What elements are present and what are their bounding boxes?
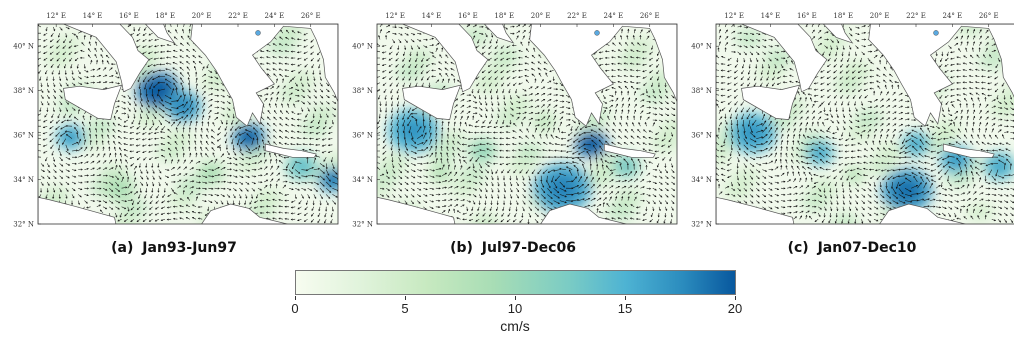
lon-tick-label: 16° E: [119, 12, 139, 20]
land-polygon: [38, 24, 150, 93]
panel-caption-a: (a) Jan93-Jun97: [24, 240, 324, 256]
colorbar-tick: [735, 296, 736, 300]
land-polygon: [942, 143, 995, 158]
map-frame: [37, 23, 339, 225]
land-polygon: [38, 196, 288, 224]
lon-tick-label: 18° E: [155, 12, 175, 20]
lon-tick-label: 22° E: [228, 12, 248, 20]
lon-tick-label: 24° E: [264, 12, 284, 20]
land-masses: [38, 24, 338, 224]
current-field: [38, 24, 338, 224]
lat-tick-label: 36° N: [352, 132, 373, 140]
lon-tick-label: 14° E: [83, 12, 103, 20]
lat-tick-label: 40° N: [352, 43, 373, 51]
colorbar-tick-label: 10: [507, 301, 523, 316]
lon-tick-label: 22° E: [567, 12, 587, 20]
current-map-a: 12° E 14° E 16° E 18° E 20° E 22° E 24° E 26° E…: [13, 12, 339, 229]
map-panel-c: 12° E 14° E 16° E 18° E 20° E 22° E 24° E 26° E…: [682, 0, 1014, 268]
colorbar-tick-label: 5: [401, 301, 409, 316]
colorbar-tick-label: 0: [291, 301, 299, 316]
lon-tick-label: 12° E: [46, 12, 66, 20]
lat-tick-label: 36° N: [691, 132, 712, 140]
lon-tick-label: 16° E: [458, 12, 478, 20]
lon-tick-label: 20° E: [531, 12, 551, 20]
lat-tick-label: 38° N: [691, 87, 712, 95]
lat-tick-label: 40° N: [13, 43, 34, 51]
lat-tick-label: 32° N: [691, 221, 712, 229]
lake-marker: [255, 30, 261, 36]
map-panel-a: 12° E 14° E 16° E 18° E 20° E 22° E 24° E 26° E…: [4, 0, 340, 268]
lat-tick-label: 32° N: [352, 221, 373, 229]
land-polygon: [377, 24, 489, 93]
colorbar-gradient: [295, 270, 736, 295]
panel-caption-c: (c) Jan07-Dec10: [702, 240, 1002, 256]
panel-letter-b: (b): [450, 240, 473, 256]
land-polygon: [144, 24, 176, 44]
panel-period-a: Jan93-Jun97: [142, 240, 237, 256]
lon-tick-label: 12° E: [385, 12, 405, 20]
lat-tick-label: 34° N: [352, 176, 373, 184]
lake-marker: [594, 30, 600, 36]
colorbar-tick: [295, 296, 296, 300]
lon-tick-label: 24° E: [603, 12, 623, 20]
panel-caption-b: (b) Jul97-Dec06: [363, 240, 663, 256]
lon-tick-label: 18° E: [833, 12, 853, 20]
lat-tick-label: 38° N: [352, 87, 373, 95]
land-polygon: [603, 143, 656, 158]
lon-tick-label: 26° E: [640, 12, 660, 20]
lon-tick-label: 16° E: [797, 12, 817, 20]
land-polygon: [483, 24, 515, 44]
lon-tick-label: 20° E: [870, 12, 890, 20]
lon-tick-label: 26° E: [301, 12, 321, 20]
lat-tick-label: 32° N: [13, 221, 34, 229]
colorbar-unit: cm/s: [500, 318, 530, 334]
land-masses: [716, 24, 1014, 224]
colorbar-tick: [405, 296, 406, 300]
lon-tick-label: 14° E: [422, 12, 442, 20]
land-polygon: [822, 24, 854, 44]
land-polygon: [190, 24, 338, 127]
colorbar-tick: [515, 296, 516, 300]
land-polygon: [741, 84, 801, 120]
land-masses: [377, 24, 677, 224]
land-polygon: [377, 196, 627, 224]
lon-tick-label: 22° E: [906, 12, 926, 20]
lake-marker: [933, 30, 939, 36]
colorbar-tick: [625, 296, 626, 300]
land-polygon: [402, 84, 462, 120]
map-frame: [715, 23, 1014, 225]
lat-tick-label: 36° N: [13, 132, 34, 140]
current-map-b: 12° E 14° E 16° E 18° E 20° E 22° E 24° E 26° E…: [352, 12, 678, 229]
land-polygon: [716, 24, 828, 93]
current-field: [716, 24, 1014, 224]
panel-period-b: Jul97-Dec06: [481, 240, 576, 256]
panel-letter-a: (a): [111, 240, 134, 256]
lat-tick-label: 34° N: [13, 176, 34, 184]
panel-letter-c: (c): [787, 240, 809, 256]
land-polygon: [264, 143, 317, 158]
velocity-arrows: [716, 24, 1014, 224]
lat-tick-label: 38° N: [13, 87, 34, 95]
land-polygon: [868, 24, 1014, 127]
lon-tick-label: 14° E: [761, 12, 781, 20]
current-map-c: 12° E 14° E 16° E 18° E 20° E 22° E 24° E 26° E…: [691, 12, 1014, 229]
lat-tick-label: 34° N: [691, 176, 712, 184]
lon-tick-label: 26° E: [979, 12, 999, 20]
land-polygon: [529, 24, 677, 127]
lon-tick-label: 24° E: [942, 12, 962, 20]
colorbar-tick-label: 20: [727, 301, 743, 316]
map-frame: [376, 23, 678, 225]
lon-tick-label: 20° E: [192, 12, 212, 20]
panel-period-c: Jan07-Dec10: [817, 240, 917, 256]
lat-tick-label: 40° N: [691, 43, 712, 51]
colorbar-tick-label: 15: [617, 301, 633, 316]
lon-tick-label: 12° E: [724, 12, 744, 20]
map-panel-b: 12° E 14° E 16° E 18° E 20° E 22° E 24° E 26° E…: [343, 0, 679, 268]
velocity-arrows: [38, 24, 338, 224]
current-field: [377, 24, 677, 224]
land-polygon: [716, 196, 966, 224]
land-polygon: [63, 84, 123, 120]
lon-tick-label: 18° E: [494, 12, 514, 20]
